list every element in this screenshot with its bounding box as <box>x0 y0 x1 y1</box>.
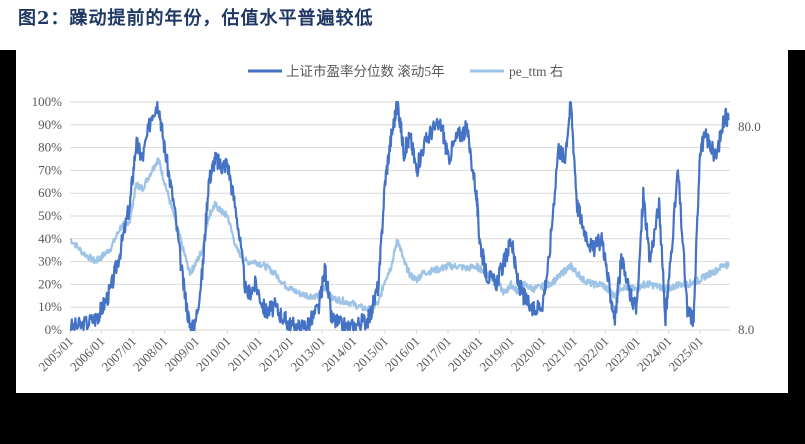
left-axis-tick: 0% <box>45 322 63 337</box>
left-axis-tick: 10% <box>38 299 62 314</box>
series-pe-percentile-line <box>69 100 730 332</box>
right-axis-tick: 80.0 <box>738 119 761 134</box>
line-chart: 0% 10% 20% 30% 40% 50% 60% 70% 80% 90% 100% 80.0 8.… <box>32 63 761 374</box>
left-axis-tick: 50% <box>38 208 62 223</box>
chart-panel: 0% 10% 20% 30% 40% 50% 60% 70% 80% 90% 100% 80.0 8.… <box>16 50 788 393</box>
x-axis-tick: 2025/01 <box>665 334 706 375</box>
left-axis-ticks: 0% 10% 20% 30% 40% 50% 60% 70% 80% 90% 100% <box>32 94 63 337</box>
left-axis-tick: 40% <box>38 231 62 246</box>
x-axis: 2005/012006/012007/012008/012009/012010/… <box>35 330 706 374</box>
right-axis-ticks: 80.0 8.0 <box>738 119 761 337</box>
right-axis-tick: 8.0 <box>738 322 754 337</box>
legend-label-pe-ttm: pe_ttm 右 <box>509 64 563 79</box>
left-axis-tick: 60% <box>38 185 62 200</box>
chart-title: 图2：躁动提前的年份，估值水平普遍较低 <box>18 8 374 29</box>
title-bar: 图2：躁动提前的年份，估值水平普遍较低 <box>0 0 805 50</box>
left-axis-tick: 70% <box>38 162 62 177</box>
left-axis-tick: 100% <box>32 94 63 109</box>
legend-label-pe-percentile: 上证市盈率分位数 滚动5年 <box>286 63 445 79</box>
left-axis-tick: 30% <box>38 254 62 269</box>
left-axis-tick: 80% <box>38 140 62 155</box>
legend: 上证市盈率分位数 滚动5年 pe_ttm 右 <box>248 63 563 79</box>
left-axis-tick: 90% <box>38 117 62 132</box>
left-axis-tick: 20% <box>38 276 62 291</box>
x-axis-tick: 2010/01 <box>193 334 234 375</box>
series-lines <box>69 100 730 332</box>
